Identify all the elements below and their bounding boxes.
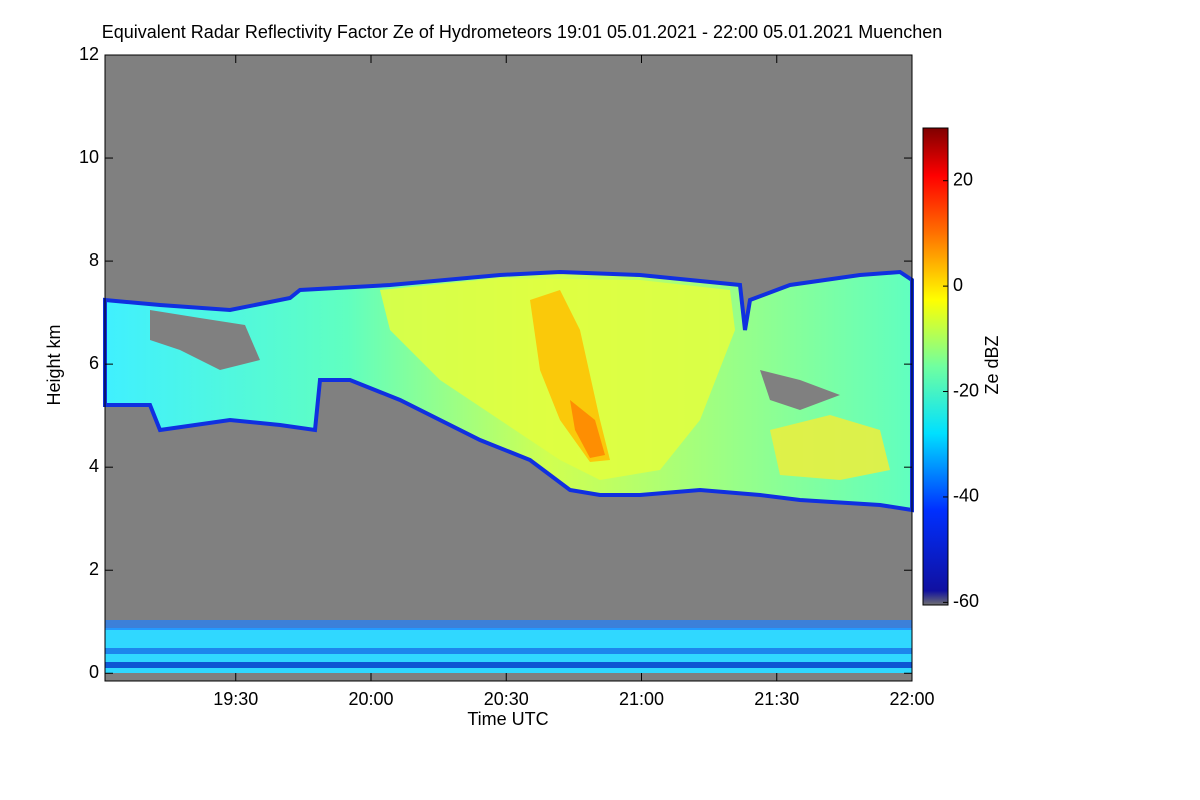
x-tick-label: 21:30 (754, 689, 799, 709)
y-tick-label: 10 (79, 147, 99, 167)
x-tick-label: 22:00 (889, 689, 934, 709)
colorbar-tick-label: 20 (953, 169, 973, 189)
plot-frame (104, 54, 913, 682)
y-tick-label: 4 (89, 456, 99, 476)
colorbar (922, 127, 949, 606)
y-axis-label: Height km (44, 324, 64, 405)
x-tick-label: 20:00 (348, 689, 393, 709)
x-axis-label: Time UTC (467, 709, 548, 729)
y-tick-label: 2 (89, 559, 99, 579)
colorbar-tick-label: 0 (953, 275, 963, 295)
colorbar-tick-label: -20 (953, 380, 979, 400)
y-tick-label: 0 (89, 662, 99, 682)
y-tick-label: 6 (89, 353, 99, 373)
x-tick-label: 20:30 (484, 689, 529, 709)
colorbar-label: Ze dBZ (982, 335, 1002, 394)
x-tick-label: 19:30 (213, 689, 258, 709)
y-tick-label: 12 (79, 44, 99, 64)
x-tick-label: 21:00 (619, 689, 664, 709)
radar-field (103, 269, 914, 673)
colorbar-tick-label: -60 (953, 591, 979, 611)
chart-title: Equivalent Radar Reflectivity Factor Ze … (102, 22, 943, 42)
y-tick-label: 8 (89, 250, 99, 270)
colorbar-tick-label: -40 (953, 486, 979, 506)
